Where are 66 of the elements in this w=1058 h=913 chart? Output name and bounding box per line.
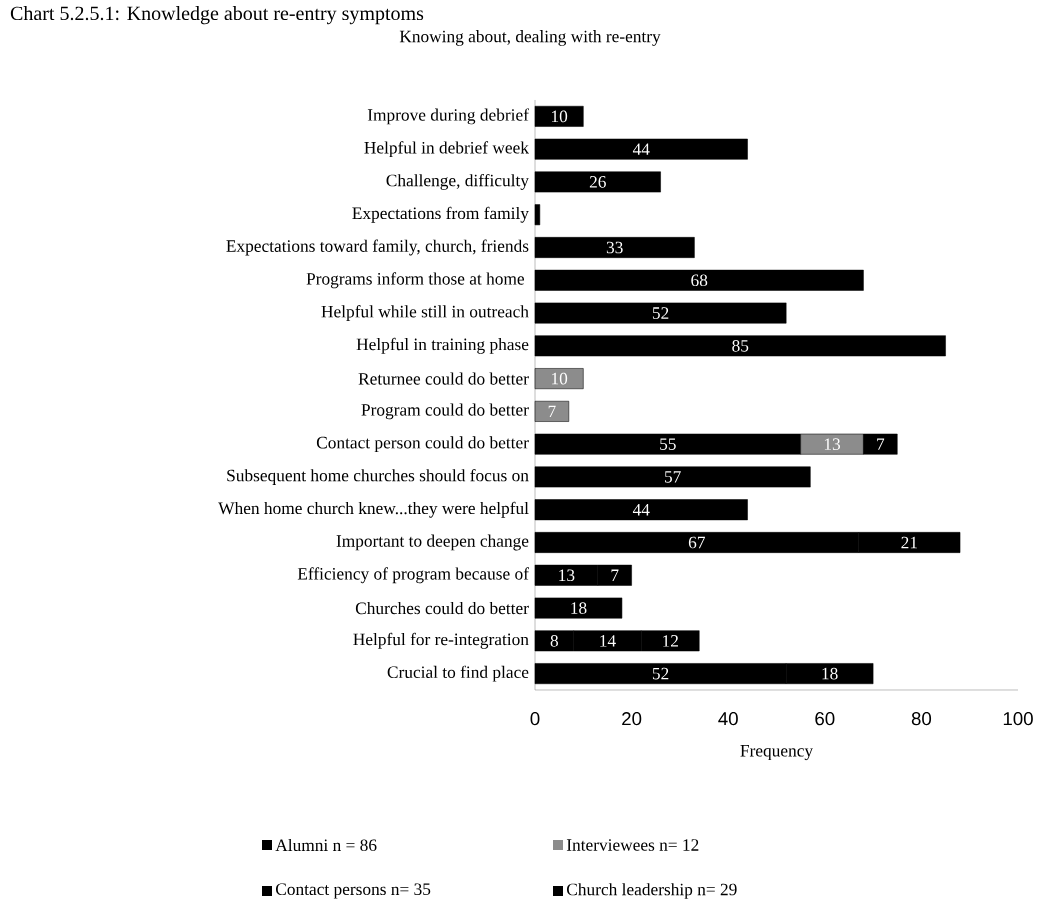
y-tick-label: Improve during debrief	[367, 108, 529, 125]
data-label: 8	[550, 634, 558, 647]
data-label: 44	[632, 143, 650, 155]
data-label: 21	[901, 536, 917, 549]
y-tick-label: Important to deepen change	[336, 534, 529, 551]
bar	[534, 171, 661, 193]
y-tick-label: Crucial to find place	[387, 665, 529, 682]
data-label: 12	[663, 635, 678, 647]
data-label: 55	[660, 438, 676, 450]
data-label: 85	[732, 339, 749, 352]
data-label: 18	[822, 667, 838, 680]
data-label: 7	[611, 569, 619, 581]
y-tick-label: Efficiency of program because of	[297, 567, 529, 584]
bar	[534, 335, 946, 357]
y-tick-label: Returnee could do better	[358, 372, 529, 385]
y-tick-label: Contact person could do better	[316, 436, 529, 453]
x-axis-title: Frequency	[740, 745, 814, 761]
y-tick-label: When home church knew...they were helpful	[218, 501, 529, 518]
legend-label: Interviewees n= 12	[566, 839, 699, 851]
data-label: 67	[688, 536, 705, 549]
x-tick-label: 100	[1003, 712, 1033, 726]
data-label: 7	[548, 405, 556, 418]
chart-title: Knowing about, dealing with re-entry	[399, 30, 661, 46]
y-tick-label: Program could do better	[361, 403, 529, 420]
bar	[534, 138, 748, 160]
caption: Chart 5.2.5.1: Knowledge about re-entry symptoms	[10, 6, 424, 25]
x-tick-label: 0	[530, 712, 540, 726]
data-label: 68	[691, 274, 708, 287]
y-tick-label: Helpful for re-integration	[353, 632, 529, 649]
bar	[534, 105, 584, 127]
bar	[534, 597, 623, 619]
data-label: 52	[652, 307, 669, 319]
data-label: 10	[552, 110, 568, 123]
data-label: 44	[632, 504, 650, 516]
y-tick-label: Subsequent home churches should focus on	[227, 468, 529, 485]
bar	[534, 466, 811, 488]
x-tick-label: 80	[911, 712, 932, 726]
bar	[534, 302, 787, 324]
legend-label: Contact persons n= 35	[275, 883, 431, 899]
data-label: 33	[606, 241, 623, 254]
data-label: 26	[589, 176, 606, 188]
bar	[534, 269, 864, 291]
y-tick-label: Expectations toward family, church, friends	[226, 239, 529, 256]
legend-label: Church leadership n= 29	[566, 883, 737, 899]
data-label: 7	[877, 438, 885, 450]
data-label: 57	[664, 471, 681, 483]
data-label: 52	[652, 667, 669, 680]
data-label: 14	[600, 635, 616, 647]
y-tick-label: Helpful in training phase	[356, 337, 529, 354]
data-label: 13	[559, 569, 575, 582]
y-tick-label: Programs inform those at home	[306, 272, 525, 289]
bar	[534, 499, 748, 521]
data-label: 10	[552, 372, 568, 385]
y-tick-label: Churches could do better	[355, 601, 529, 615]
x-tick-label: 40	[718, 712, 738, 726]
data-label: 18	[571, 602, 587, 614]
y-tick-label: Helpful in debrief week	[364, 141, 529, 158]
data-label: 13	[824, 438, 841, 450]
legend-label: Alumni n = 86	[275, 838, 377, 852]
y-tick-label: Helpful while still in outreach	[321, 305, 529, 321]
bar	[534, 237, 695, 258]
x-tick-label: 60	[815, 712, 835, 726]
bar	[534, 204, 541, 226]
y-tick-label: Challenge, difficulty	[386, 173, 529, 190]
x-tick-label: 20	[622, 712, 642, 726]
y-tick-label: Expectations from family	[352, 206, 529, 223]
